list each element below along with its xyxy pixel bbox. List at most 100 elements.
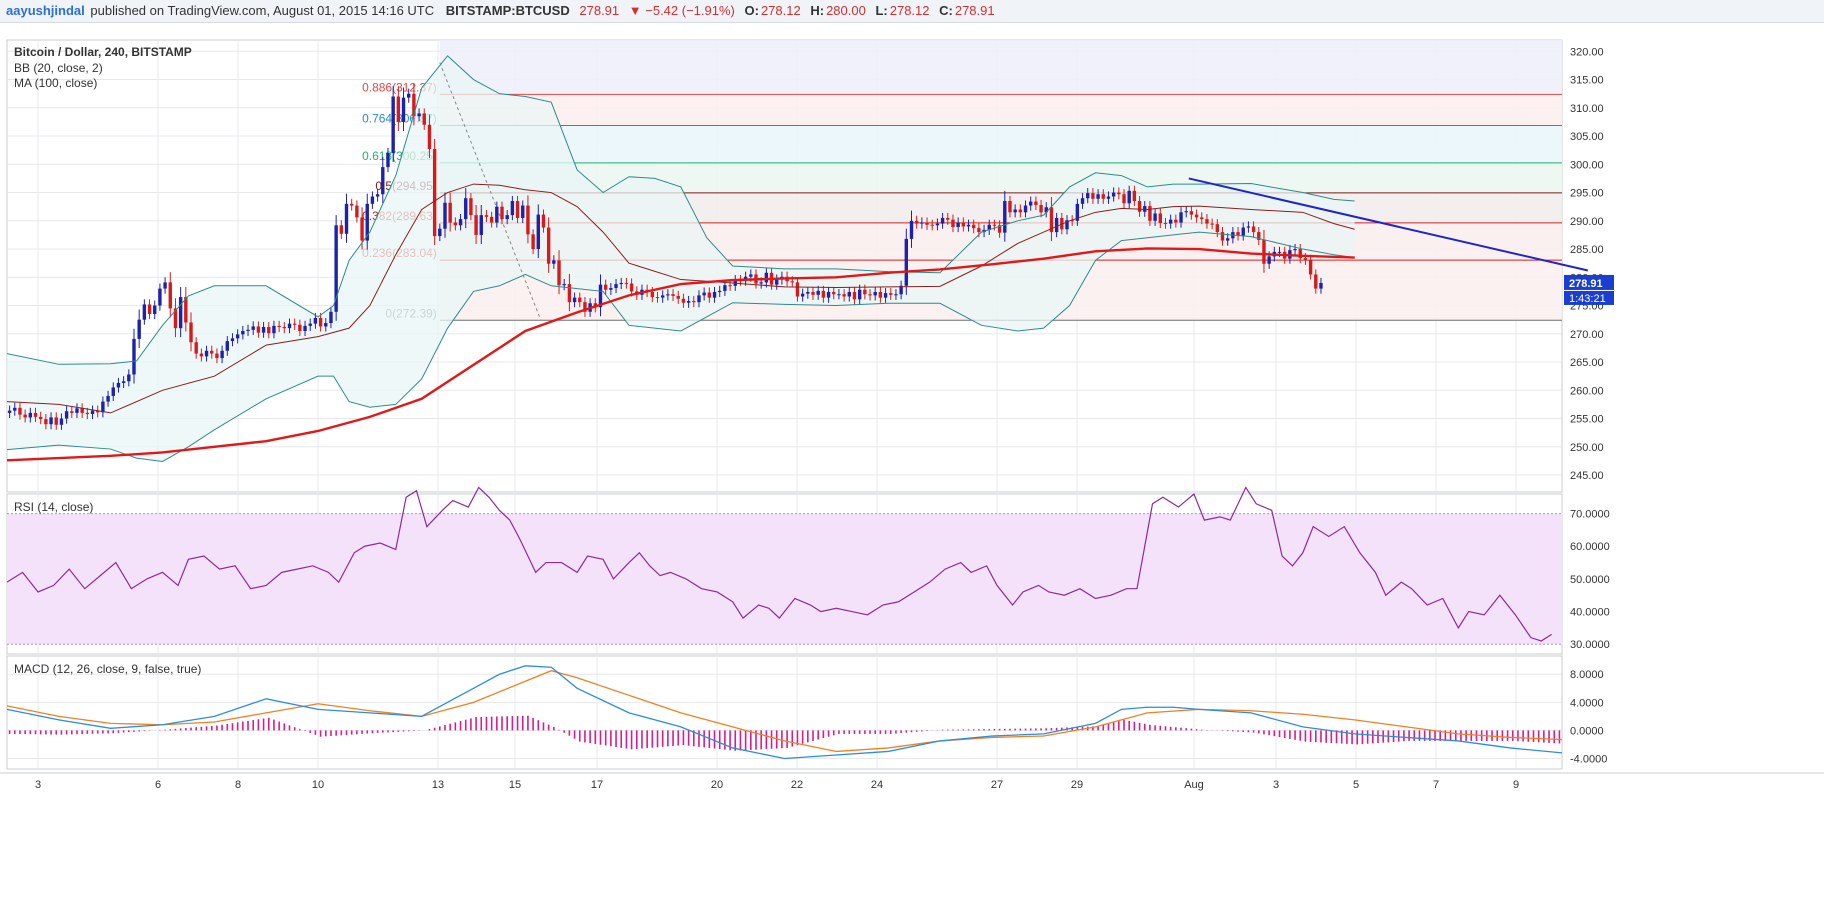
candle-down <box>44 419 48 425</box>
candle-up <box>1029 201 1033 206</box>
candle-up <box>806 291 810 294</box>
candle-down <box>863 289 867 295</box>
macd-tick-label: -4.0000 <box>1570 753 1607 765</box>
candle-down <box>1220 232 1225 241</box>
candle-up <box>562 284 566 286</box>
candle-down <box>1148 206 1152 221</box>
symbol-label: BITSTAMP:BTCUSD <box>445 3 570 18</box>
candle-down <box>526 205 530 235</box>
candle-up <box>246 329 250 331</box>
ma-legend: MA (100, close) <box>14 76 97 90</box>
candle-up <box>712 291 717 298</box>
price-change: ▼ −5.42 (−1.91%) <box>628 3 735 18</box>
candle-up <box>116 382 121 388</box>
candle-down <box>168 282 172 309</box>
candle-up <box>536 214 540 250</box>
candle-up <box>407 93 411 98</box>
y-tick-label: 250.00 <box>1570 442 1604 454</box>
candle-up <box>1267 256 1271 264</box>
bb-upper-line <box>6 55 1355 365</box>
candle-up <box>163 282 167 289</box>
candle-up <box>723 285 727 291</box>
candle-up <box>1319 282 1323 289</box>
candle-up <box>417 113 421 117</box>
candle-up <box>308 323 312 326</box>
candle-down <box>427 124 432 150</box>
rsi-tick-label: 40.0000 <box>1570 607 1610 619</box>
candle-up <box>495 206 499 223</box>
candle-up <box>324 323 328 327</box>
candle-down <box>189 322 193 343</box>
y-tick-label: 295.00 <box>1570 188 1604 200</box>
y-tick-label: 270.00 <box>1570 329 1604 341</box>
candle-up <box>334 225 338 312</box>
candle-down <box>951 219 955 228</box>
candle-down <box>1236 232 1240 236</box>
candle-up <box>894 294 898 296</box>
candle-down <box>541 214 546 228</box>
candle-up <box>940 217 945 224</box>
close-value: 278.91 <box>954 3 995 18</box>
candle-up <box>370 196 375 204</box>
macd-line <box>6 665 1563 760</box>
x-tick-label: 3 <box>1273 779 1279 791</box>
candle-down <box>474 215 478 235</box>
high-value: 280.00 <box>826 3 866 18</box>
candle-down <box>1039 204 1043 213</box>
candle-down <box>500 206 504 220</box>
x-tick-label: 8 <box>235 779 241 791</box>
candle-down <box>1137 201 1142 212</box>
candle-down <box>707 292 712 298</box>
candle-up <box>935 223 940 226</box>
candle-up <box>1096 194 1100 199</box>
candle-down <box>977 228 981 233</box>
candle-down <box>469 198 473 216</box>
candle-down <box>267 327 271 334</box>
candle-up <box>111 387 115 396</box>
candle-down <box>567 284 572 303</box>
chart-canvas[interactable]: 3 6 8 10 13 15 17 20 22 24 27 29 Aug 3 5 7 9 245.00 250.00… <box>0 23 1824 907</box>
candle-down <box>655 297 660 299</box>
candle-down <box>946 217 950 220</box>
candle-down <box>578 297 582 303</box>
candle-down <box>1158 213 1162 224</box>
candle-down <box>1205 219 1209 224</box>
candle-up <box>1023 205 1028 213</box>
candle-up <box>49 417 53 425</box>
candle-up <box>686 301 691 303</box>
candle-down <box>583 302 587 312</box>
candle-down <box>546 227 551 264</box>
candle-up <box>1086 193 1090 199</box>
candle-up <box>64 411 69 419</box>
candle-up <box>127 374 131 382</box>
candle-down <box>681 298 686 303</box>
candle-up <box>137 319 141 339</box>
y-tick-label: 320.00 <box>1570 46 1604 58</box>
candle-down <box>1251 226 1256 233</box>
candle-down <box>1210 223 1214 225</box>
candle-up <box>847 291 851 297</box>
candle-up <box>956 222 960 228</box>
candle-up <box>1127 190 1131 204</box>
candle-up <box>438 228 442 237</box>
candle-up <box>59 418 64 425</box>
candle-down <box>603 284 608 290</box>
candle-up <box>899 285 903 295</box>
candle-down <box>277 325 281 328</box>
candle-up <box>458 219 463 226</box>
candle-down <box>790 281 794 283</box>
candle-down <box>1189 211 1194 215</box>
candle-down <box>453 222 458 226</box>
candle-up <box>7 410 12 413</box>
candle-down <box>629 283 634 292</box>
candle-down <box>889 293 893 295</box>
resistance-trendline <box>1188 177 1589 272</box>
candle-up <box>158 288 162 306</box>
candle-up <box>1277 251 1282 253</box>
x-tick-label: 7 <box>1433 779 1439 791</box>
candle-down <box>961 222 966 227</box>
candle-up <box>251 326 255 330</box>
x-tick-label: 20 <box>711 779 723 791</box>
candle-down <box>557 260 561 286</box>
author-link[interactable]: aayushjindal <box>6 3 85 18</box>
